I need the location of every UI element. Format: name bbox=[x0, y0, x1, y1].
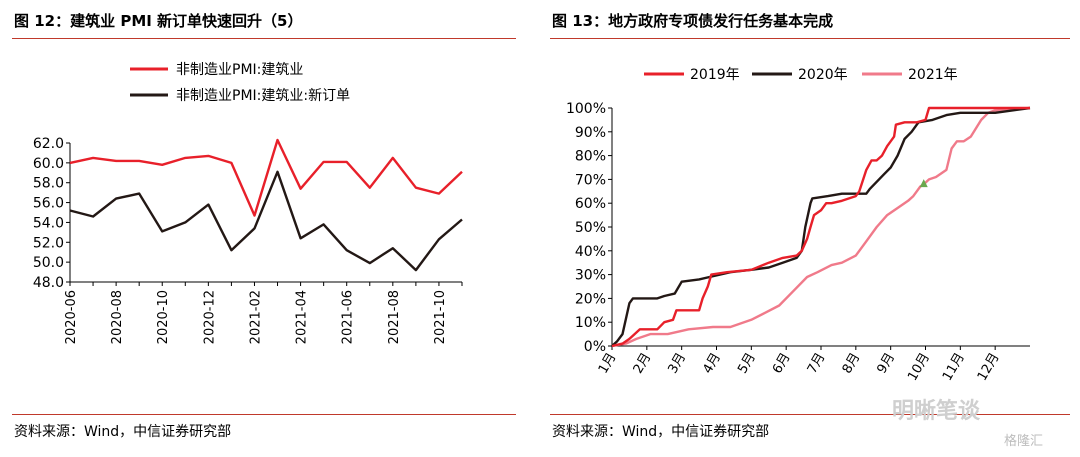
right-chart-title: 图 13：地方政府专项债发行任务基本完成 bbox=[552, 12, 834, 30]
left-y-tick-label: 52.0 bbox=[33, 235, 64, 251]
left-x-tick-label: 2020-08 bbox=[110, 290, 125, 344]
right-y-tick-label: 80% bbox=[575, 149, 606, 165]
right-x-tick-label: 3月 bbox=[665, 351, 689, 377]
right-y-tick-label: 20% bbox=[575, 291, 606, 307]
right-series-line-1 bbox=[611, 106, 1030, 348]
left-x-tick-label: 2021-10 bbox=[433, 290, 448, 344]
right-x-tick-label: 8月 bbox=[840, 351, 864, 377]
right-y-tick-label: 60% bbox=[575, 196, 606, 212]
left-x-tick-label: 2021-02 bbox=[248, 290, 263, 344]
right-title-rule bbox=[550, 38, 1070, 39]
right-legend-label: 2019年 bbox=[690, 67, 740, 83]
left-x-tick-label: 2020-06 bbox=[64, 290, 79, 344]
left-x-tick-label: 2021-08 bbox=[387, 290, 402, 344]
right-y-tick-label: 50% bbox=[575, 220, 606, 236]
right-y-tick-label: 70% bbox=[575, 172, 606, 188]
right-series-line-3 bbox=[611, 106, 1031, 348]
right-marker-triangle bbox=[919, 179, 928, 188]
right-y-tick-label: 100% bbox=[566, 101, 606, 117]
right-y-tick-label: 10% bbox=[575, 315, 606, 331]
right-source-note: 资料来源：Wind，中信证券研究部 bbox=[552, 424, 770, 440]
left-y-tick-label: 50.0 bbox=[33, 255, 64, 271]
left-x-tick-label: 2020-10 bbox=[156, 290, 171, 344]
right-legend-label: 2020年 bbox=[798, 67, 848, 83]
right-x-tick-label: 2月 bbox=[631, 351, 655, 377]
right-x-tick-label: 6月 bbox=[770, 351, 794, 377]
right-y-tick-label: 90% bbox=[575, 125, 606, 141]
left-series-line-1 bbox=[69, 138, 463, 217]
right-source-rule bbox=[550, 414, 1070, 415]
left-source-rule bbox=[12, 414, 516, 415]
right-x-tick-label: 5月 bbox=[735, 351, 759, 377]
right-y-tick-label: 0% bbox=[584, 339, 606, 355]
left-x-tick-label: 2021-06 bbox=[341, 290, 356, 344]
right-x-tick-label: 10月 bbox=[905, 351, 933, 384]
left-y-tick-label: 60.0 bbox=[33, 156, 64, 172]
left-chart-title: 图 12：建筑业 PMI 新订单快速回升（5） bbox=[14, 12, 303, 30]
left-title-rule bbox=[12, 38, 516, 39]
left-y-tick-label: 58.0 bbox=[33, 176, 64, 192]
right-x-tick-label: 7月 bbox=[805, 351, 829, 377]
right-legend-label: 2021年 bbox=[908, 67, 958, 83]
left-y-tick-label: 48.0 bbox=[33, 275, 64, 291]
right-y-tick-label: 40% bbox=[575, 244, 606, 260]
watermark-text: 明晰笔谈 bbox=[892, 399, 981, 424]
left-legend-label: 非制造业PMI:建筑业 bbox=[176, 62, 303, 78]
right-x-tick-label: 9月 bbox=[874, 351, 898, 377]
left-legend-label: 非制造业PMI:建筑业:新订单 bbox=[176, 88, 350, 104]
left-x-tick-label: 2021-04 bbox=[295, 290, 310, 344]
left-series-line-2 bbox=[69, 170, 463, 272]
right-y-tick-label: 30% bbox=[575, 268, 606, 284]
watermark-subtext: 格隆汇 bbox=[1004, 434, 1044, 449]
right-x-tick-label: 11月 bbox=[940, 351, 968, 384]
left-x-tick-label: 2020-12 bbox=[202, 290, 217, 344]
right-x-tick-label: 4月 bbox=[700, 351, 724, 377]
right-x-tick-label: 12月 bbox=[975, 351, 1003, 384]
right-series-line-2 bbox=[611, 106, 1031, 347]
left-y-tick-label: 54.0 bbox=[33, 215, 64, 231]
left-y-tick-label: 56.0 bbox=[33, 196, 64, 212]
left-source-note: 资料来源：Wind，中信证券研究部 bbox=[14, 424, 232, 440]
left-y-tick-label: 62.0 bbox=[33, 136, 64, 152]
